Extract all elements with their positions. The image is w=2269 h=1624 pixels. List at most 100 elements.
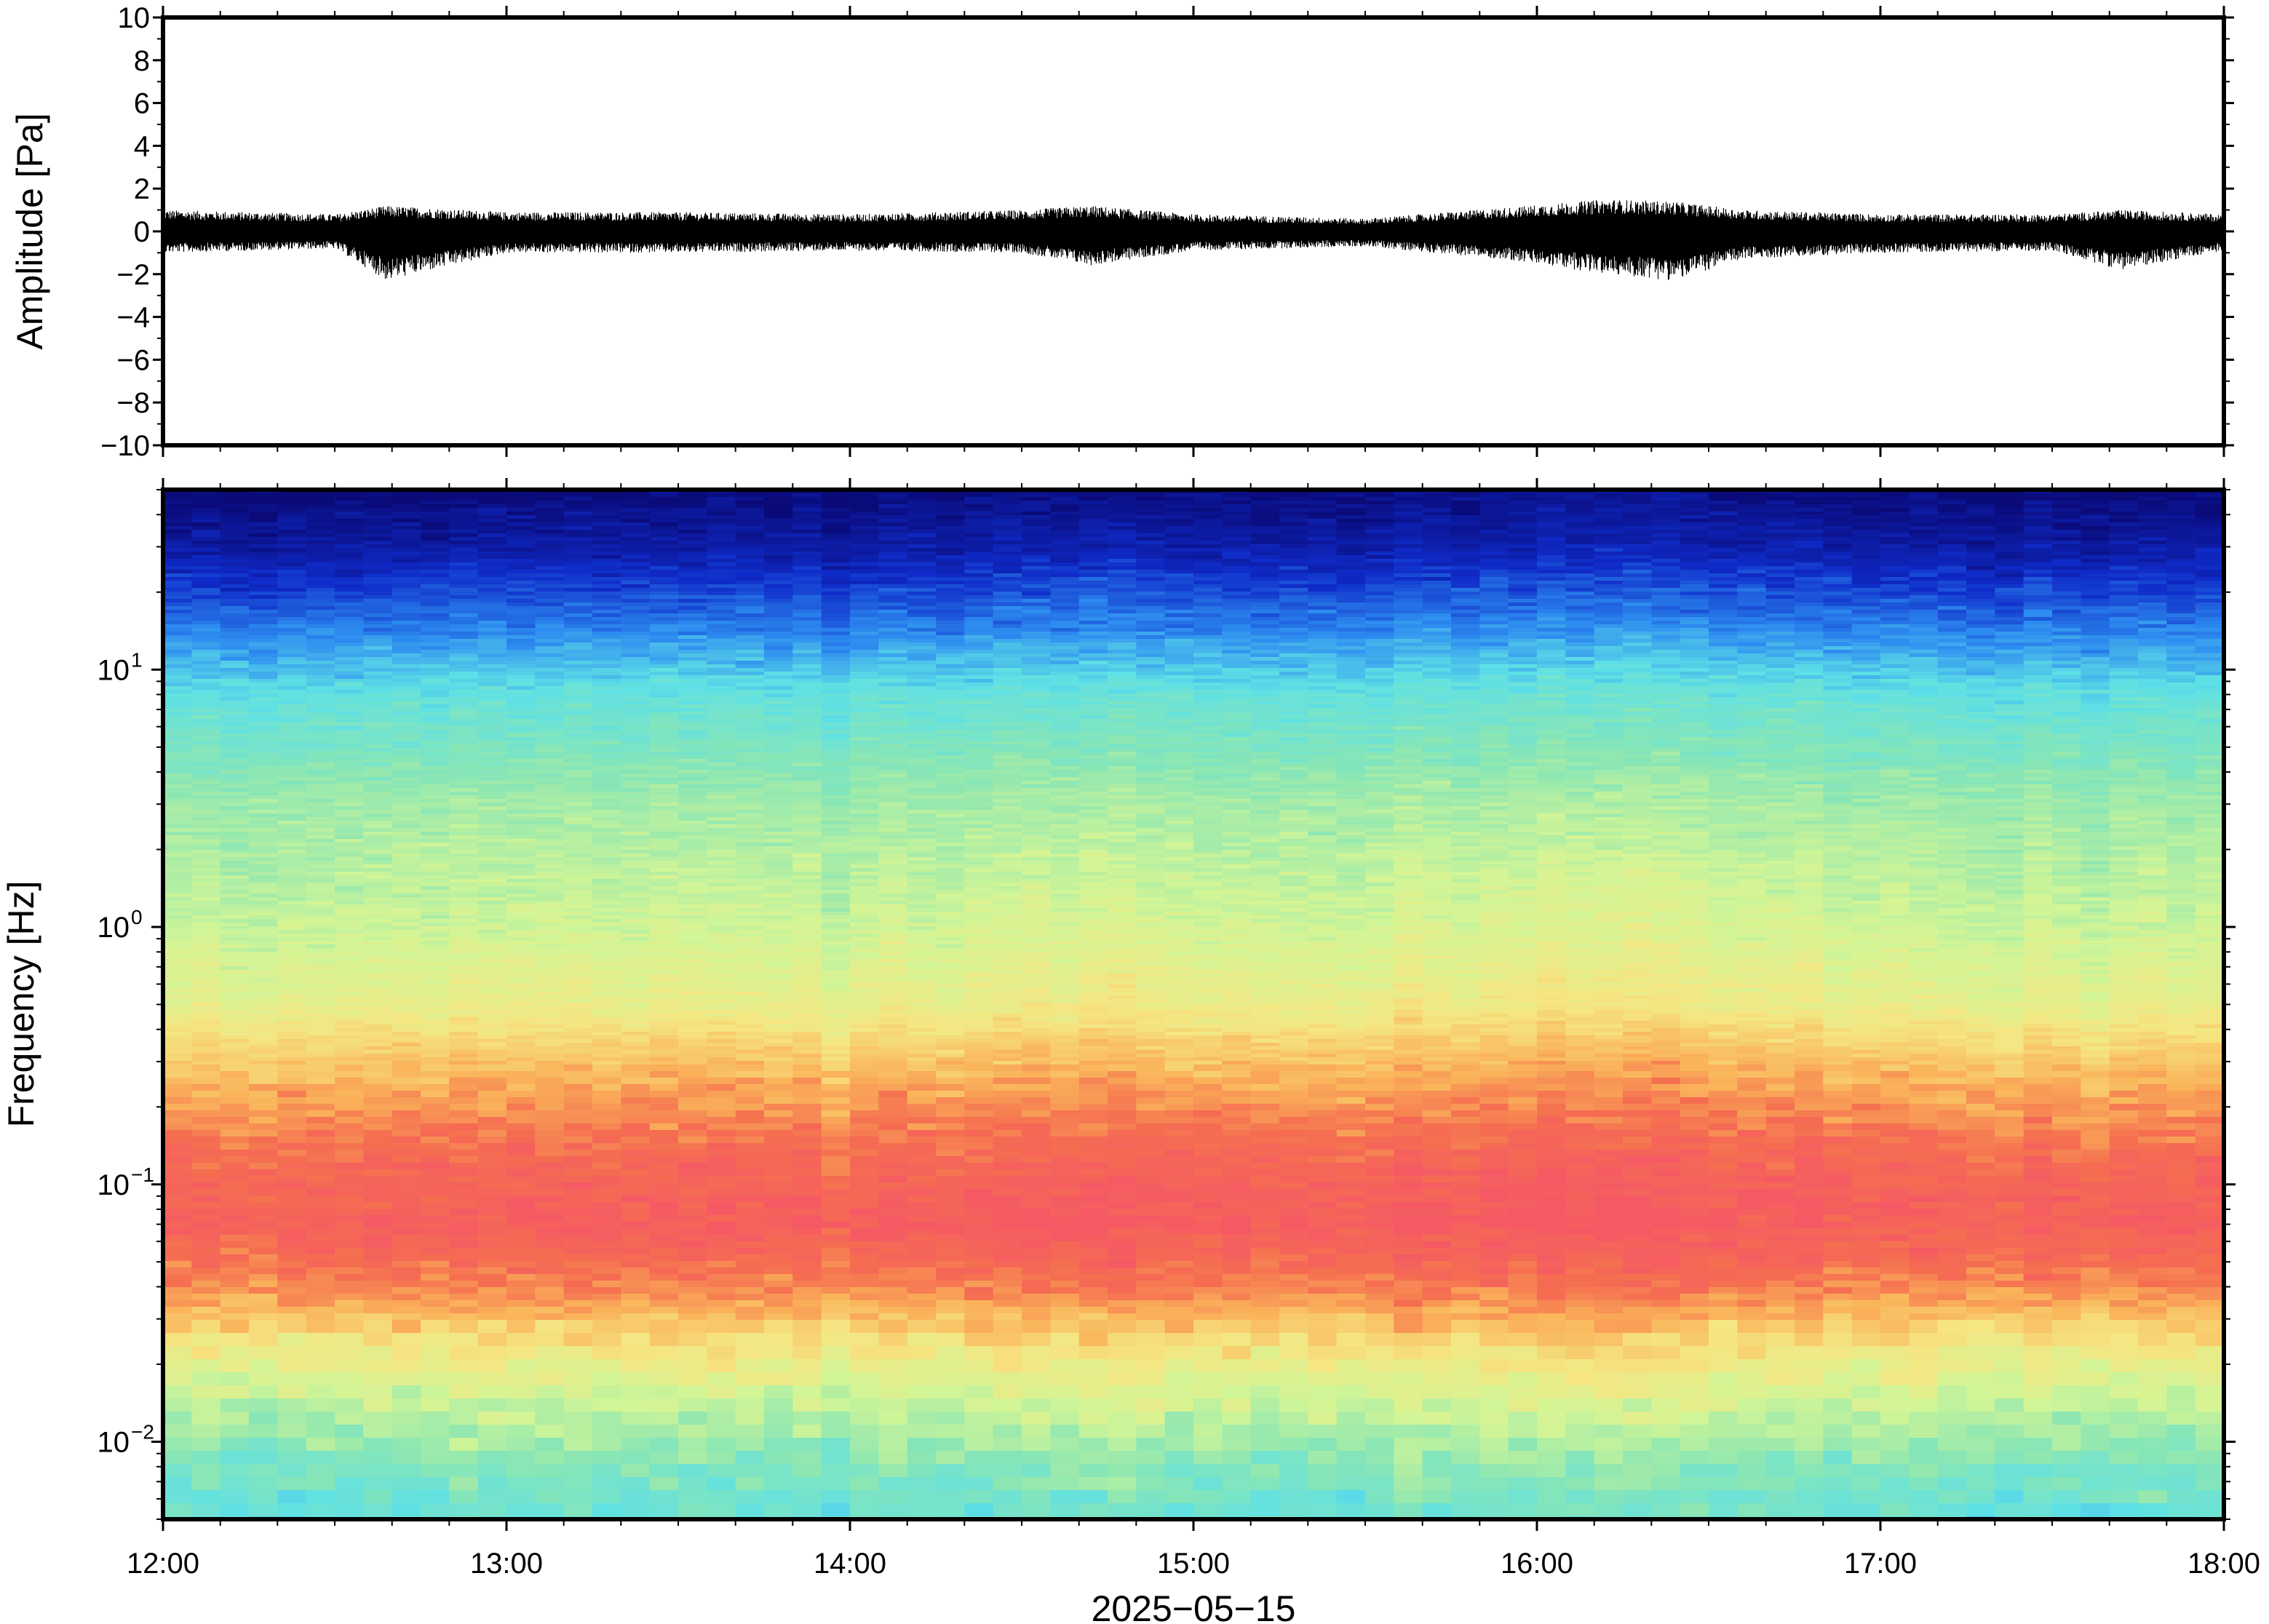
- spectrogram-cell: [449, 602, 479, 607]
- spectrogram-cell: [993, 522, 1022, 527]
- spectrogram-cell: [1050, 617, 1080, 621]
- spectrogram-cell: [1451, 679, 1480, 683]
- spectrogram-cell: [621, 541, 651, 545]
- spectrogram-cell: [1651, 632, 1681, 636]
- spectrogram-cell: [792, 635, 822, 640]
- spectrogram-cell: [1651, 570, 1681, 574]
- spectrogram-cell: [2023, 628, 2053, 632]
- spectrogram-cell: [1795, 635, 1824, 640]
- spectrogram-cell: [592, 693, 621, 698]
- spectrogram-cell: [1909, 497, 1939, 501]
- spectrogram-cell: [1136, 577, 1166, 581]
- spectrogram-cell: [792, 533, 822, 538]
- spectrogram-cell: [277, 723, 307, 727]
- spectrogram-cell: [936, 686, 965, 690]
- spectrogram-cell: [277, 562, 307, 567]
- spectrogram-cell: [707, 577, 736, 581]
- spectrogram-cell: [621, 512, 651, 516]
- spectrogram-cell: [2052, 657, 2081, 661]
- spectrogram-cell: [1623, 657, 1652, 661]
- spectrogram-cell: [1479, 599, 1509, 603]
- spectrogram-cell: [1308, 701, 1338, 705]
- spectrogram-cell: [964, 584, 994, 589]
- spectrogram-cell: [907, 508, 937, 512]
- spectrogram-cell: [821, 613, 851, 618]
- spectrogram-cell: [1851, 693, 1881, 698]
- spectrogram-cell: [2081, 606, 2110, 610]
- spectrogram-cell: [249, 592, 278, 596]
- spectrogram-cell: [1765, 708, 1795, 712]
- spectrogram-cell: [2052, 548, 2081, 552]
- spectrogram-cell: [1937, 595, 1967, 600]
- spectrogram-cell: [735, 508, 765, 512]
- spectrogram-cell: [1680, 617, 1709, 621]
- spectrogram-cell: [1537, 555, 1566, 560]
- spectrogram-cell: [821, 708, 851, 712]
- spectrogram-cell: [306, 526, 335, 530]
- spectrogram-cell: [335, 621, 364, 625]
- spectrogram-cell: [1422, 657, 1452, 661]
- spectrogram-cell: [1193, 661, 1223, 665]
- spectrogram-cell: [936, 595, 965, 600]
- spectrogram-cell: [1709, 701, 1738, 705]
- spectrogram-cell: [1451, 508, 1480, 512]
- spectrogram-cell: [249, 704, 278, 709]
- spectrogram-cell: [1565, 621, 1595, 625]
- spectrogram-cell: [1078, 715, 1108, 720]
- spectrogram-cell: [392, 635, 421, 640]
- spectrogram-cell: [1451, 661, 1480, 665]
- spectrogram-cell: [993, 686, 1022, 690]
- spectrogram-cell: [2052, 584, 2081, 589]
- spectrogram-cell: [1623, 679, 1652, 683]
- spectrogram-cell: [907, 635, 937, 640]
- spectrogram-cell: [306, 632, 335, 636]
- spectrogram-cell: [878, 712, 908, 716]
- spectrogram-cell: [2023, 548, 2053, 552]
- spectrogram-cell: [1365, 559, 1394, 563]
- spectrogram-cell: [277, 621, 307, 625]
- spectrogram-cell: [1565, 635, 1595, 640]
- spectrogram-cell: [335, 733, 364, 738]
- spectrogram-cell: [850, 628, 879, 632]
- spectrogram-cell: [2166, 501, 2196, 505]
- spectrogram-cell: [1508, 552, 1538, 556]
- spectrogram-cell: [1078, 690, 1108, 694]
- spectrogram-cell: [306, 592, 335, 596]
- spectrogram-cell: [1880, 573, 1910, 578]
- spectrogram-cell: [821, 552, 851, 556]
- spectrogram-cell: [1308, 581, 1338, 585]
- spectrogram-cell: [2052, 621, 2081, 625]
- spectrogram-cell: [1737, 552, 1767, 556]
- spectrogram-cell: [363, 701, 393, 705]
- spectrogram-cell: [477, 672, 507, 676]
- spectrogram-cell: [1193, 592, 1223, 596]
- spectrogram-cell: [163, 581, 192, 585]
- spectrogram-cell: [2195, 501, 2225, 505]
- spectrogram-cell: [2109, 573, 2139, 578]
- spectrogram-cell: [392, 573, 421, 578]
- spectrogram-cell: [506, 570, 536, 574]
- spectrogram-cell: [707, 541, 736, 545]
- spectrogram-cell: [993, 657, 1022, 661]
- spectrogram-cell: [649, 552, 679, 556]
- spectrogram-cell: [1880, 679, 1910, 683]
- spectrogram-cell: [735, 559, 765, 563]
- spectrogram-cell: [1394, 519, 1423, 523]
- spectrogram-cell: [2166, 653, 2196, 658]
- spectrogram-cell: [2109, 501, 2139, 505]
- spectrogram-cell: [2138, 632, 2167, 636]
- spectrogram-cell: [163, 726, 192, 731]
- spectrogram-cell: [1279, 679, 1308, 683]
- spectrogram-cell: [1966, 664, 1995, 669]
- spectrogram-cell: [1222, 726, 1252, 731]
- spectrogram-cell: [277, 541, 307, 545]
- spectrogram-cell: [1823, 573, 1853, 578]
- spectrogram-cell: [2109, 544, 2139, 549]
- spectrogram-cell: [878, 628, 908, 632]
- spectrogram-cell: [678, 628, 707, 632]
- spectrogram-cell: [1365, 606, 1394, 610]
- spectrogram-cell: [1164, 570, 1194, 574]
- spectrogram-cell: [535, 650, 565, 654]
- spectrogram-cell: [1479, 584, 1509, 589]
